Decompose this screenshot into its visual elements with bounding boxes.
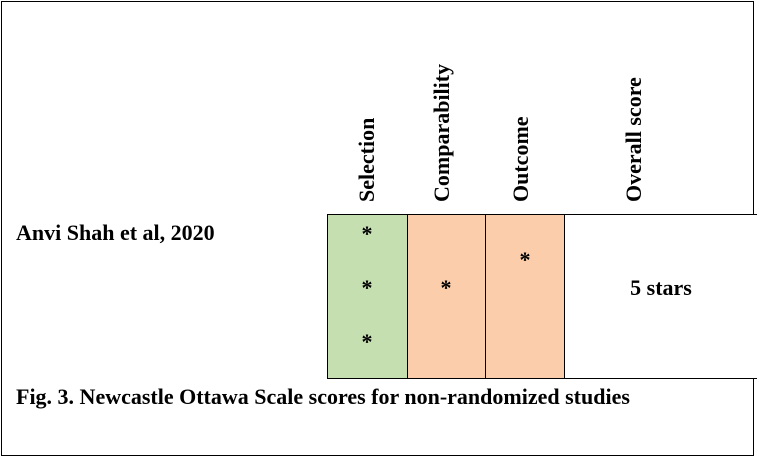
overall-score-value: 5 stars xyxy=(630,275,692,300)
figure-caption: Fig. 3. Newcastle Ottawa Scale scores fo… xyxy=(16,384,630,409)
comparability-cell: * xyxy=(407,214,486,379)
study-label: Anvi Shah et al, 2020 xyxy=(16,220,215,245)
selection-star: * xyxy=(361,329,373,354)
selection-star: * xyxy=(361,275,373,300)
selection-star: * xyxy=(361,221,373,246)
outcome-star: * xyxy=(519,247,531,272)
overall-score-cell: 5 stars xyxy=(564,214,757,379)
outcome-cell: * xyxy=(485,214,565,379)
selection-cell: * * * xyxy=(327,214,408,379)
comparability-star: * xyxy=(440,275,452,300)
column-header-overall-score: Overall score xyxy=(621,77,646,202)
column-header-selection: Selection xyxy=(354,117,379,202)
column-header-comparability: Comparability xyxy=(429,63,454,202)
column-header-outcome: Outcome xyxy=(508,116,533,202)
